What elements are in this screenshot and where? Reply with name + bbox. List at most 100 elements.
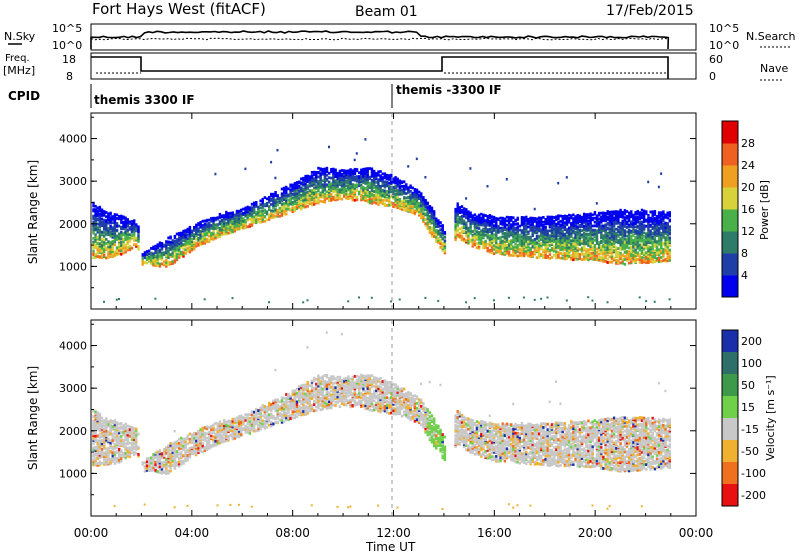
scatter-cell [550, 227, 554, 231]
scatter-cell [325, 173, 329, 177]
scatter-cell [113, 224, 117, 228]
scatter-cell [426, 227, 429, 231]
scatter-cell [175, 440, 179, 443]
scatter-cell [638, 238, 642, 242]
scatter-cell [529, 226, 532, 229]
scatter-cell [229, 228, 232, 232]
scatter-cell [467, 234, 470, 238]
scatter-cell [655, 241, 659, 245]
scatter-cell [111, 218, 114, 221]
scatter-cell [150, 456, 153, 460]
scatter-cell [184, 251, 187, 255]
scatter-cell [173, 246, 177, 250]
scatter-cell [120, 245, 123, 249]
scatter-cell [304, 205, 307, 209]
scatter-cell [555, 226, 558, 229]
scatter-cell [100, 447, 104, 451]
scatter-cell [589, 221, 592, 225]
scatter-cell [525, 230, 528, 234]
scatter-cell [535, 229, 539, 233]
scatter-cell [160, 467, 164, 471]
scatter-cell [272, 198, 275, 202]
scatter-cell [276, 197, 279, 201]
scatter-cell [370, 189, 374, 192]
scatter-cell [503, 217, 507, 221]
scatter-cell [548, 250, 552, 254]
scatter-cell [559, 256, 562, 260]
scatter-cell [580, 220, 584, 224]
scatter-cell [244, 219, 247, 222]
nsky-trace [90, 30, 670, 50]
scatter-cell [477, 222, 481, 226]
scatter-cell [585, 216, 588, 220]
scatter-cell [454, 223, 457, 226]
scatter-cell [645, 261, 648, 265]
scatter-cell [503, 235, 507, 239]
scatter-cell [124, 246, 127, 250]
scatter-cell [510, 239, 513, 243]
scatter-cell [660, 250, 663, 253]
scatter-cell [477, 244, 481, 248]
scatter-cell [385, 181, 389, 184]
scatter-cell [145, 460, 149, 464]
scatter-cell [636, 254, 639, 257]
scatter-cell [330, 182, 333, 186]
scatter-cell [124, 225, 127, 229]
scatter-cell [593, 216, 597, 220]
scatter-cell [366, 167, 369, 170]
scatter-cell [345, 176, 348, 180]
scatter-cell [390, 185, 393, 189]
scatter-cell [347, 169, 350, 173]
scatter-cell [407, 165, 410, 168]
scatter-cell [126, 245, 129, 249]
scatter-cell [621, 261, 624, 265]
scatter-cell [278, 201, 282, 205]
scatter-cell [572, 231, 575, 235]
scatter-cell [304, 194, 307, 198]
scatter-cell [92, 419, 95, 423]
scatter-cell [285, 185, 288, 189]
scatter-cell [103, 226, 106, 230]
scatter-cell [497, 246, 500, 250]
scatter-cell [529, 228, 532, 232]
scatter-cell [171, 251, 174, 255]
scatter-cell [295, 202, 299, 205]
scatter-cell [107, 253, 110, 256]
scatter-cell [105, 248, 108, 251]
scatter-cell [122, 441, 125, 445]
scatter-cell [98, 441, 102, 444]
scatter-cell [283, 209, 286, 213]
scatter-cell [668, 254, 671, 257]
scatter-cell [567, 238, 571, 242]
scatter-cell [430, 220, 434, 223]
scatter-cell [567, 232, 571, 236]
scatter-cell [381, 202, 384, 205]
scatter-cell [604, 241, 607, 244]
scatter-cell [617, 255, 620, 259]
scatter-cell [197, 227, 200, 231]
scatter-cell [317, 171, 320, 174]
scatter-cell [578, 239, 582, 243]
scatter-cell [105, 463, 108, 466]
scatter-cell [223, 217, 226, 221]
scatter-cell [238, 221, 241, 225]
scatter-cell [645, 224, 648, 228]
scatter-cell [126, 247, 129, 251]
scatter-cell [98, 244, 102, 248]
scatter-cell [630, 252, 633, 255]
scatter-cell [409, 198, 412, 201]
scatter-cell [396, 203, 399, 206]
scatter-cell [407, 190, 410, 194]
scatter-cell [128, 239, 132, 243]
scatter-cell [505, 234, 509, 238]
scatter-cell [135, 451, 138, 455]
scatter-cell [651, 240, 654, 244]
scatter-cell [360, 175, 363, 178]
scatter-cell [585, 227, 588, 231]
scatter-cell [647, 249, 650, 253]
scatter-cell [263, 196, 267, 199]
scatter-cell [122, 453, 125, 457]
scatter-cell [668, 231, 671, 235]
scatter-cell [544, 236, 547, 240]
scatter-cell [154, 262, 157, 265]
